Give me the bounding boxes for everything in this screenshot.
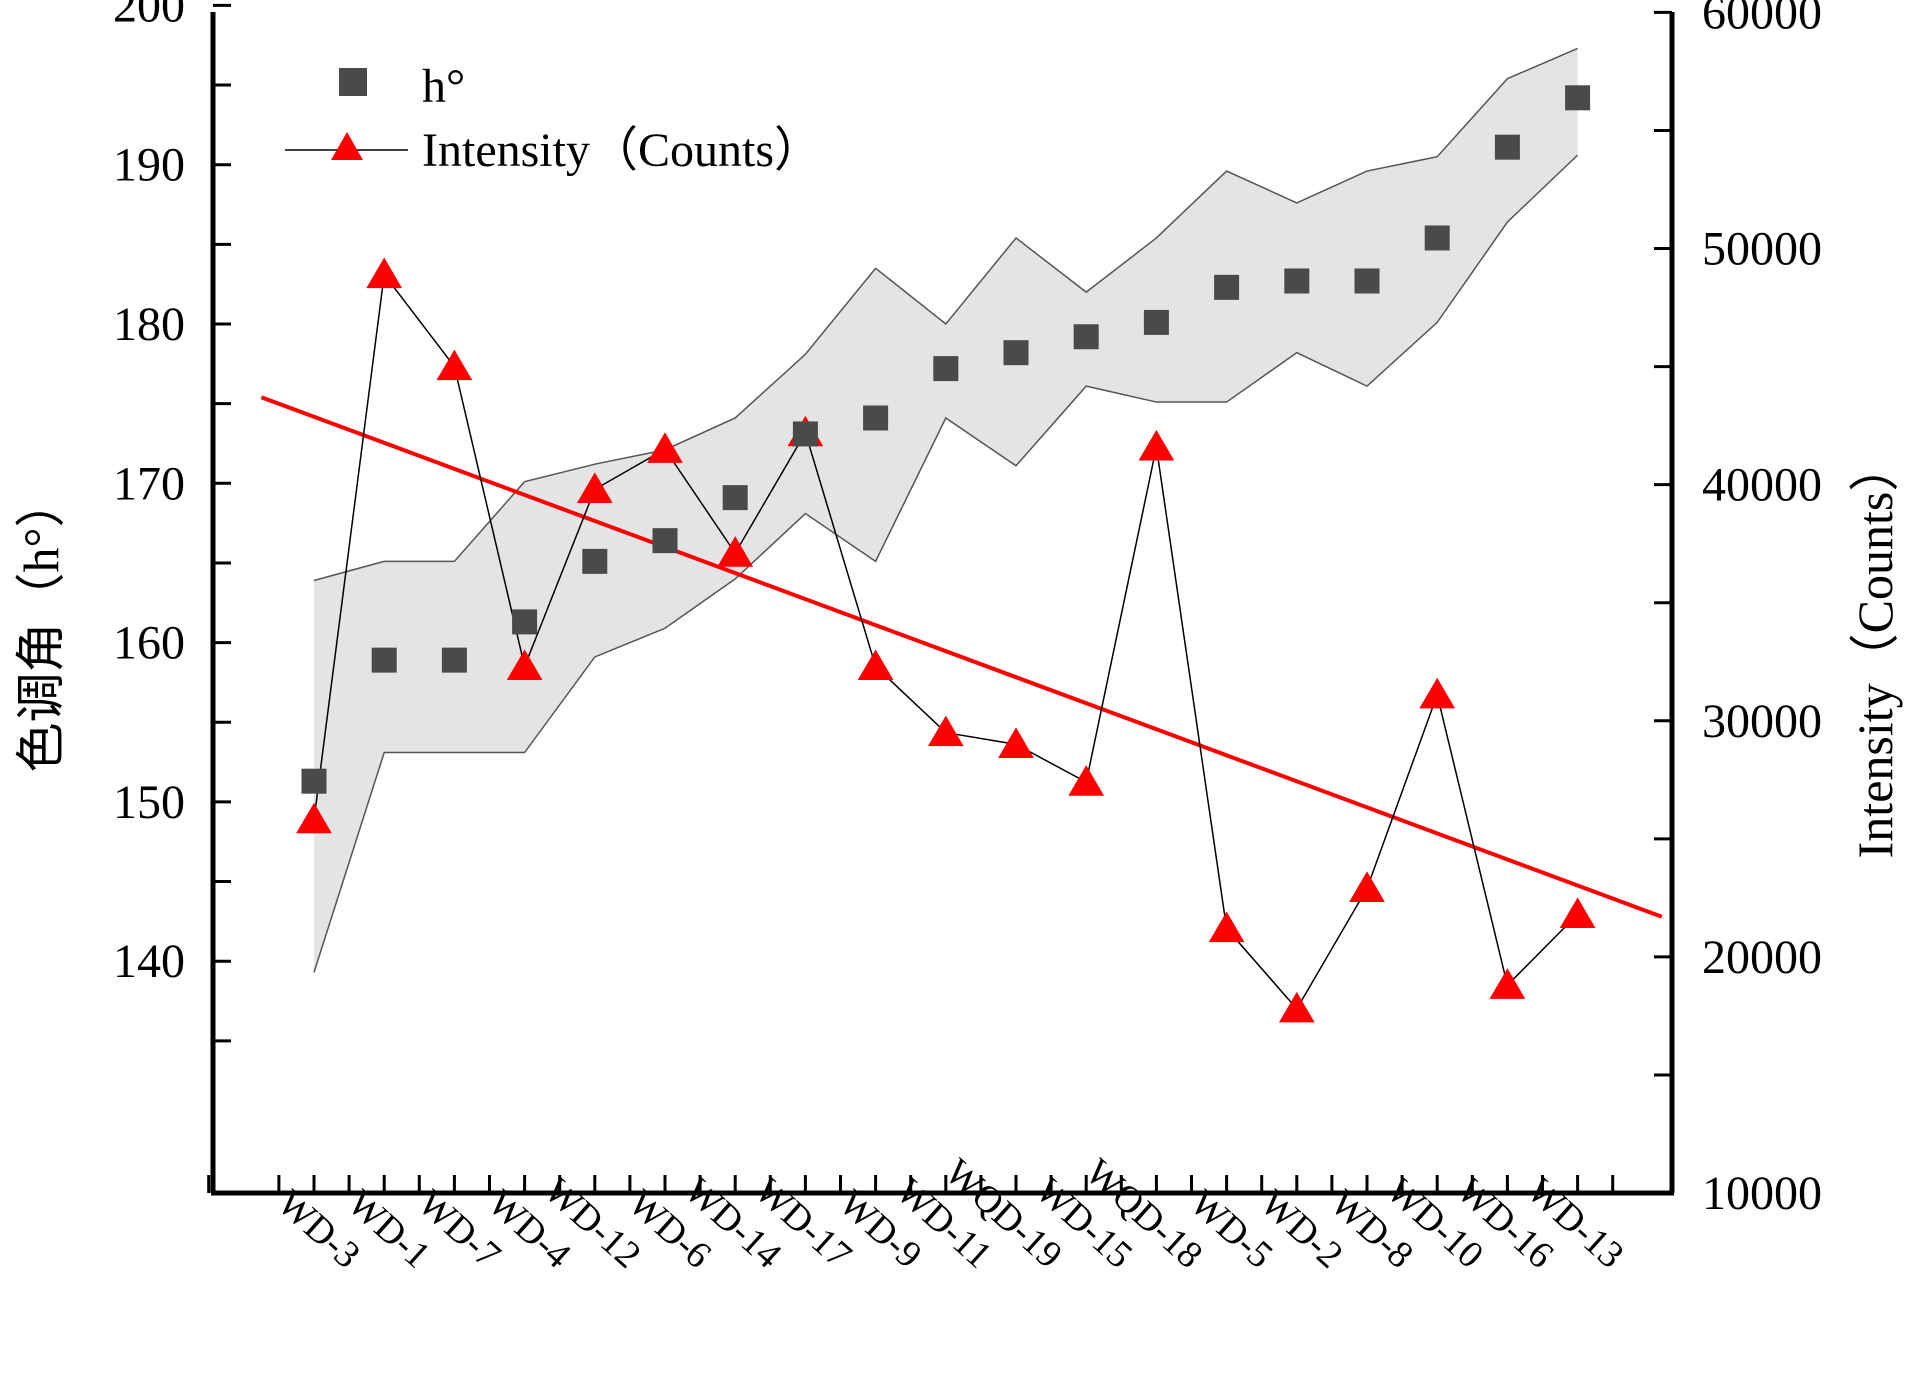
intensity-point (647, 432, 683, 463)
intensity-point (1208, 911, 1245, 943)
category-label: WD-5 (1182, 1182, 1281, 1277)
intensity-point (436, 349, 473, 381)
left-tick-label: 190 (113, 139, 185, 192)
intensity-point (1489, 968, 1526, 999)
left-tick-label: 170 (113, 457, 185, 510)
right-axis-title: Intensity（Counts） (1847, 442, 1903, 859)
intensity-point (857, 649, 894, 681)
hue-point (792, 421, 818, 447)
intensity-point (296, 802, 332, 834)
right-tick-label: 50000 (1702, 223, 1822, 276)
hue-point (1284, 268, 1310, 294)
left-tick-label: 180 (113, 298, 185, 351)
intensity-point (1068, 765, 1105, 796)
legend-marker-triangle (331, 132, 363, 160)
band-lower-edge (313, 154, 1579, 973)
hue-point (1143, 309, 1169, 335)
hue-point (301, 768, 327, 794)
hue-point (371, 647, 397, 673)
hue-point (722, 485, 748, 511)
hue-series-layer (301, 85, 1591, 794)
band-area (314, 48, 1578, 973)
trendline-layer (260, 395, 1663, 919)
category-label: WD-7 (410, 1182, 509, 1277)
hue-point (1424, 225, 1450, 251)
intensity-point (717, 536, 754, 567)
intensity-point (1349, 871, 1385, 903)
hue-point (863, 405, 889, 431)
hue-point (1565, 85, 1591, 111)
intensity-point (576, 472, 613, 503)
hue-point (582, 548, 608, 574)
left-tick-label: 140 (113, 935, 185, 988)
left-tick-label: 200 (113, 0, 185, 32)
right-tick-label: 40000 (1702, 459, 1822, 512)
legend-label-intensity: Intensity（Counts） (422, 124, 822, 177)
band-upper-edge (313, 47, 1578, 582)
hue-point (512, 609, 538, 635)
hue-point (1073, 324, 1099, 350)
intensity-point (927, 715, 964, 747)
legend-label-hue: h° (422, 60, 465, 113)
intensity-point (998, 727, 1034, 758)
intensity-point (1278, 991, 1315, 1023)
right-tick-label: 10000 (1702, 1167, 1822, 1220)
intensity-point (506, 649, 543, 681)
hue-point (441, 647, 467, 673)
right-tick-label: 60000 (1702, 0, 1822, 39)
legend-marker-square (339, 68, 367, 96)
hue-point (1494, 134, 1520, 160)
category-label: WD-3 (269, 1182, 368, 1277)
hue-point (1354, 268, 1380, 294)
hue-point (933, 356, 959, 382)
hue-point (1003, 340, 1029, 366)
intensity-point (366, 257, 403, 289)
left-axis-title: 色调角（h°） (13, 478, 69, 773)
right-tick-label: 20000 (1702, 931, 1822, 984)
hue-point (1214, 274, 1240, 300)
intensity-series-layer (296, 257, 1596, 1023)
confidence-band-layer (313, 47, 1579, 973)
left-tick-label: 160 (113, 617, 185, 670)
intensity-trendline (260, 395, 1663, 919)
intensity-point (1419, 677, 1456, 709)
intensity-point (1559, 897, 1596, 928)
category-label: WD-2 (1252, 1182, 1351, 1277)
intensity-point (1138, 429, 1175, 461)
left-tick-label: 150 (113, 776, 185, 829)
hue-point (652, 528, 678, 554)
axes-layer (207, 3, 1675, 1196)
right-tick-label: 30000 (1702, 695, 1822, 748)
category-label: WD-1 (340, 1182, 439, 1277)
legend: h° Intensity（Counts） (285, 60, 822, 177)
